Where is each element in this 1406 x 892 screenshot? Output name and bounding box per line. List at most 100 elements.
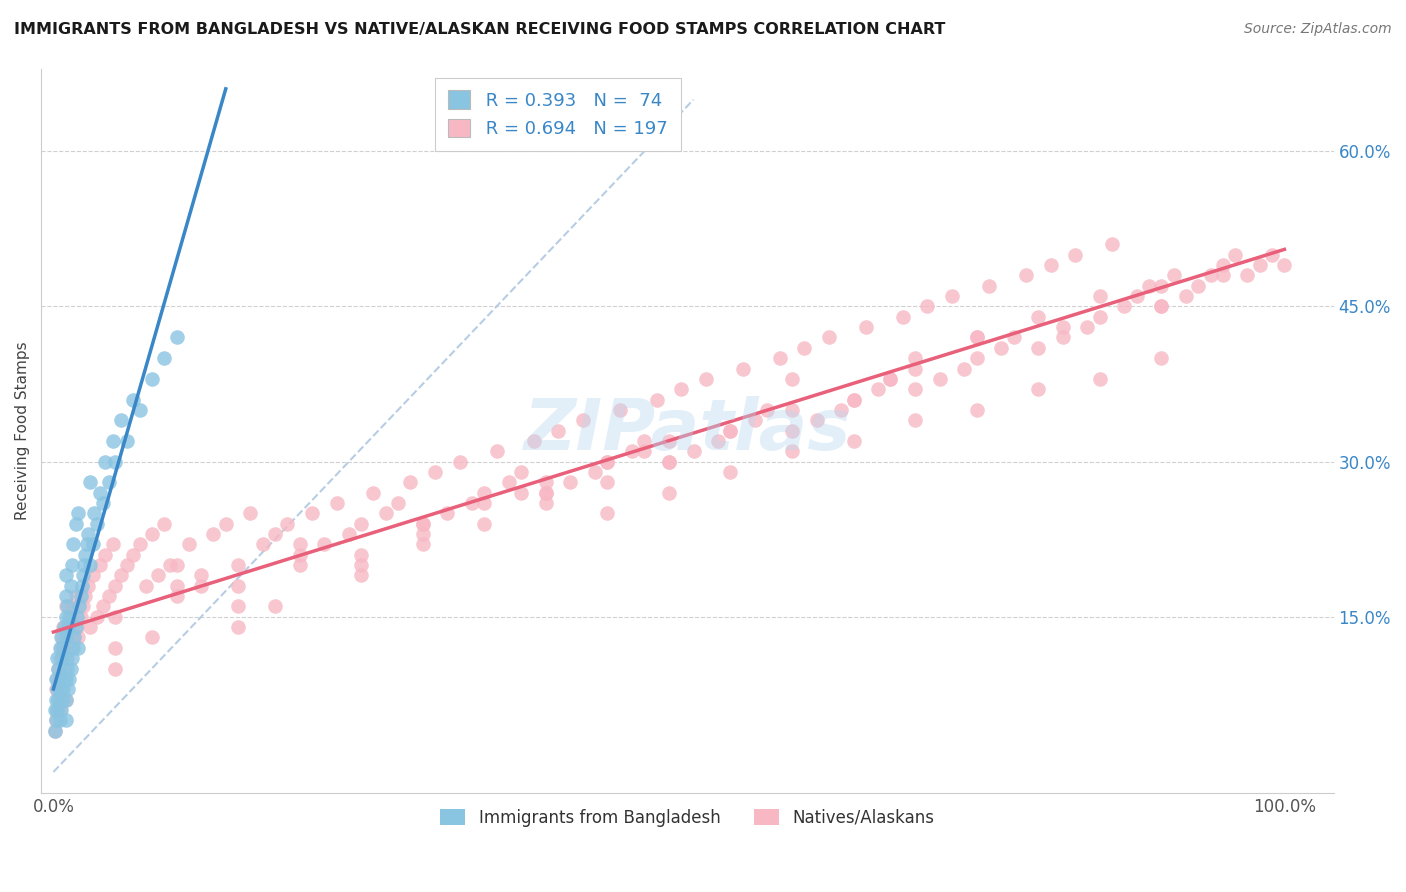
Point (868, 382, 890, 396)
Point (756, 403, 779, 417)
Point (1088, 289, 1111, 303)
Point (583, 465, 606, 479)
Point (46, 672, 69, 686)
Point (153, 516, 176, 531)
Point (609, 403, 631, 417)
Point (658, 455, 681, 469)
Point (79, 475, 101, 490)
Point (510, 485, 533, 500)
Point (166, 579, 188, 593)
Point (67, 631, 90, 645)
Point (1137, 278, 1160, 293)
Point (45, 682, 67, 697)
Point (1015, 268, 1038, 283)
Point (49, 703, 72, 717)
Point (1249, 258, 1271, 272)
Point (141, 372, 163, 386)
Point (1199, 268, 1222, 283)
Point (48, 703, 70, 717)
Point (1064, 248, 1087, 262)
Point (66, 620, 89, 634)
Point (46, 661, 69, 675)
Point (436, 506, 458, 520)
Point (65, 516, 87, 531)
Point (1052, 320, 1074, 334)
Point (412, 527, 434, 541)
Point (56, 651, 79, 665)
Point (48, 651, 70, 665)
Point (239, 506, 262, 520)
Point (52, 640, 75, 655)
Point (461, 496, 484, 510)
Point (60, 558, 83, 572)
Point (69, 589, 91, 603)
Point (1212, 268, 1234, 283)
Point (953, 361, 976, 376)
Point (1026, 341, 1049, 355)
Point (70, 579, 93, 593)
Point (69, 609, 91, 624)
Point (534, 485, 557, 500)
Point (288, 537, 311, 551)
Point (55, 640, 77, 655)
Point (55, 713, 77, 727)
Point (190, 568, 212, 582)
Point (77, 579, 100, 593)
Point (412, 516, 434, 531)
Point (97, 475, 120, 490)
Point (65, 589, 87, 603)
Point (46, 703, 69, 717)
Point (1274, 258, 1296, 272)
Point (49, 631, 72, 645)
Point (412, 537, 434, 551)
Point (52, 620, 75, 634)
Point (226, 599, 249, 614)
Point (101, 434, 124, 448)
Point (399, 475, 422, 490)
Point (842, 434, 865, 448)
Point (842, 392, 865, 407)
Point (1223, 248, 1246, 262)
Point (780, 403, 803, 417)
Point (695, 372, 717, 386)
Point (363, 485, 385, 500)
Point (891, 310, 914, 324)
Point (89, 485, 111, 500)
Point (166, 330, 188, 344)
Point (190, 579, 212, 593)
Point (534, 485, 557, 500)
Point (58, 631, 80, 645)
Point (49, 672, 72, 686)
Point (671, 382, 693, 396)
Point (52, 672, 75, 686)
Point (744, 413, 766, 427)
Point (82, 568, 104, 582)
Text: ZIPatlas: ZIPatlas (523, 396, 851, 465)
Point (412, 516, 434, 531)
Point (48, 713, 70, 727)
Point (94, 548, 117, 562)
Point (658, 485, 681, 500)
Point (63, 631, 86, 645)
Point (769, 351, 792, 366)
Point (159, 558, 181, 572)
Point (86, 609, 108, 624)
Point (350, 548, 373, 562)
Point (276, 516, 298, 531)
Point (1174, 289, 1197, 303)
Point (45, 713, 67, 727)
Point (547, 424, 569, 438)
Point (1026, 382, 1049, 396)
Point (58, 620, 80, 634)
Point (75, 589, 97, 603)
Point (52, 682, 75, 697)
Point (53, 620, 76, 634)
Point (226, 558, 249, 572)
Point (82, 537, 104, 551)
Point (350, 558, 373, 572)
Point (1088, 310, 1111, 324)
Point (67, 640, 90, 655)
Point (91, 599, 114, 614)
Point (423, 465, 446, 479)
Point (707, 434, 730, 448)
